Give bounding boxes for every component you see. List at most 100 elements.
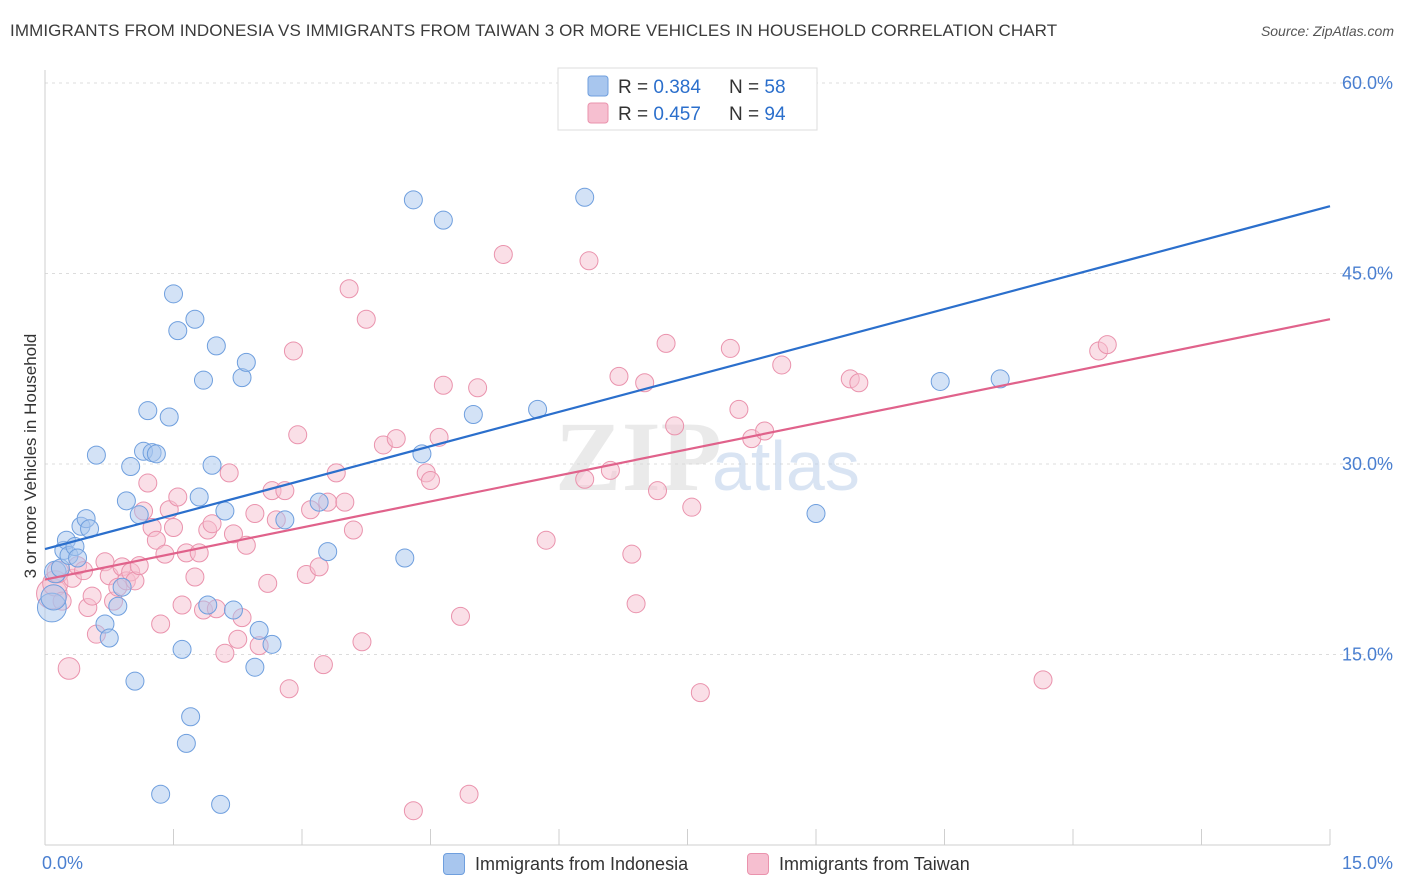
- legend-r-value-indonesia: 0.384: [653, 77, 701, 98]
- svg-text:N = 94: N = 94: [729, 104, 786, 125]
- data-point-taiwan: [352, 632, 372, 652]
- data-point-taiwan: [433, 375, 453, 395]
- data-point-taiwan: [228, 629, 248, 649]
- data-point-taiwan: [772, 355, 792, 375]
- data-point-taiwan: [288, 425, 308, 445]
- data-point-indonesia: [395, 548, 415, 568]
- axes: [44, 70, 1331, 846]
- data-point-taiwan: [215, 643, 235, 663]
- data-point-indonesia: [245, 657, 265, 677]
- watermark: ZIP atlas: [555, 401, 860, 512]
- legend-n-value-indonesia: 58: [764, 77, 785, 98]
- data-point-indonesia: [176, 733, 196, 753]
- legend-item-indonesia[interactable]: Immigrants from Indonesia: [443, 851, 688, 877]
- data-point-taiwan: [1033, 670, 1053, 690]
- y-tick-label: 60.0%: [1342, 73, 1393, 93]
- data-point-indonesia: [806, 504, 826, 524]
- data-point-indonesia: [249, 620, 269, 640]
- data-point-taiwan: [283, 341, 303, 361]
- data-point-taiwan: [579, 251, 599, 271]
- watermark-atlas: atlas: [712, 427, 860, 505]
- data-point-taiwan: [146, 530, 166, 550]
- data-point-taiwan: [459, 784, 479, 804]
- legend-swatch-indonesia: [587, 75, 609, 97]
- trend-line-taiwan: [44, 318, 1331, 581]
- series-taiwan-points: [36, 244, 1117, 821]
- data-point-indonesia: [223, 600, 243, 620]
- data-point-taiwan: [313, 655, 333, 675]
- data-point-taiwan: [168, 487, 188, 507]
- source-label: Source: ZipAtlas.com: [1260, 23, 1394, 39]
- legend-n-label: N =: [729, 77, 764, 98]
- data-point-taiwan: [138, 473, 158, 493]
- data-point-indonesia: [193, 370, 213, 390]
- legend-swatch-taiwan: [587, 102, 609, 124]
- y-tick-labels: 15.0% 30.0% 45.0% 60.0%: [1342, 73, 1393, 665]
- data-point-indonesia: [181, 707, 201, 727]
- data-point-taiwan: [82, 586, 102, 606]
- legend-label-indonesia: Immigrants from Indonesia: [475, 853, 689, 874]
- data-point-indonesia: [185, 309, 205, 329]
- data-point-indonesia: [108, 596, 128, 616]
- data-point-taiwan: [403, 801, 423, 821]
- data-point-indonesia: [236, 352, 256, 372]
- data-point-indonesia: [99, 628, 119, 648]
- data-point-indonesia: [40, 584, 67, 611]
- data-point-taiwan: [729, 399, 749, 419]
- data-point-taiwan: [202, 514, 222, 534]
- legend-n-label: N =: [729, 104, 764, 125]
- data-point-taiwan: [468, 378, 488, 398]
- data-point-indonesia: [129, 505, 149, 525]
- data-point-taiwan: [849, 373, 869, 393]
- x-tick-label: 0.0%: [42, 853, 83, 873]
- data-point-taiwan: [493, 244, 513, 264]
- data-point-taiwan: [755, 421, 775, 441]
- data-point-indonesia: [262, 634, 282, 654]
- data-point-indonesia: [68, 548, 88, 568]
- data-point-taiwan: [57, 657, 81, 680]
- data-point-taiwan: [656, 333, 676, 353]
- data-point-taiwan: [648, 481, 668, 501]
- data-point-indonesia: [121, 457, 141, 477]
- svg-text:R = 0.384: R = 0.384: [618, 77, 701, 98]
- data-point-taiwan: [536, 530, 556, 550]
- data-point-indonesia: [433, 210, 453, 230]
- data-point-indonesia: [990, 369, 1010, 389]
- legend-n-value-taiwan: 94: [764, 104, 786, 125]
- data-point-taiwan: [245, 504, 265, 524]
- data-point-taiwan: [356, 309, 376, 329]
- data-point-taiwan: [335, 492, 355, 512]
- data-point-indonesia: [159, 407, 179, 427]
- data-point-indonesia: [164, 284, 183, 304]
- series-legend: Immigrants from Indonesia Immigrants fro…: [0, 851, 1406, 877]
- data-point-indonesia: [189, 487, 209, 507]
- legend-r-label: R =: [618, 104, 653, 125]
- data-point-taiwan: [339, 279, 359, 299]
- data-point-taiwan: [164, 518, 183, 537]
- data-point-taiwan: [720, 338, 740, 358]
- legend-label-taiwan: Immigrants from Taiwan: [779, 853, 970, 874]
- data-point-taiwan: [626, 594, 646, 614]
- legend-r-label: R =: [618, 77, 653, 98]
- data-point-taiwan: [682, 497, 702, 517]
- legend-item-taiwan[interactable]: Immigrants from Taiwan: [747, 851, 970, 877]
- legend-r-value-taiwan: 0.457: [653, 104, 701, 125]
- trend-line-indonesia: [44, 205, 1331, 551]
- data-point-indonesia: [309, 492, 329, 512]
- data-point-taiwan: [1097, 335, 1117, 355]
- data-point-taiwan: [421, 471, 440, 491]
- data-point-taiwan: [450, 606, 470, 626]
- correlation-legend: R = 0.384 N = 58 R = 0.457 N = 94: [557, 67, 818, 131]
- data-point-taiwan: [690, 683, 710, 703]
- legend-swatch-taiwan: [747, 853, 769, 875]
- data-point-indonesia: [575, 187, 595, 207]
- data-point-taiwan: [609, 366, 629, 386]
- x-tick-labels: 0.0% 15.0%: [42, 853, 1393, 873]
- watermark-zip: ZIP: [555, 401, 722, 512]
- data-point-taiwan: [386, 429, 406, 449]
- y-tick-label: 45.0%: [1342, 264, 1393, 284]
- data-point-taiwan: [219, 463, 239, 483]
- chart-title: IMMIGRANTS FROM INDONESIA VS IMMIGRANTS …: [10, 21, 1058, 40]
- data-point-taiwan: [185, 567, 205, 587]
- data-point-indonesia: [211, 794, 231, 814]
